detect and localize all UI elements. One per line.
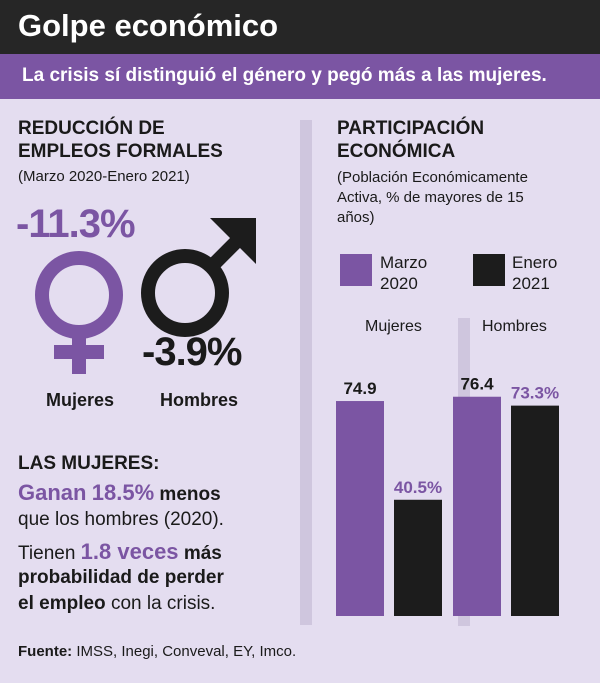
category-label-hombres: Hombres bbox=[482, 318, 547, 335]
participation-note-line2: Activa, % de mayores de 15 bbox=[337, 189, 524, 206]
employment-title-line2: EMPLEOS FORMALES bbox=[18, 141, 223, 162]
participation-note-line1: (Población Económicamente bbox=[337, 169, 528, 186]
legend-swatch-enero-2021 bbox=[473, 254, 505, 286]
source-note: Fuente: IMSS, Inegi, Conveval, EY, Imco. bbox=[18, 643, 297, 660]
page-subtitle: La crisis sí distinguió el género y pegó… bbox=[22, 65, 547, 86]
women-facts-heading: LAS MUJERES: bbox=[18, 453, 160, 474]
legend-label-marzo-2020: Marzo 2020 bbox=[380, 253, 428, 293]
data-label-hombres-series-1: 73.3% bbox=[511, 384, 559, 403]
fact-job-loss-line3: el empleo con la crisis. bbox=[18, 593, 216, 614]
women-reduction-value: -11.3% bbox=[16, 202, 136, 246]
employment-period: (Marzo 2020-Enero 2021) bbox=[18, 168, 190, 185]
header-bar: Golpe económico bbox=[0, 0, 600, 54]
fact-job-loss: Tienen 1.8 veces más bbox=[18, 539, 222, 565]
participation-bar-chart: 74.9 76.4 40.5% 73.3% bbox=[336, 375, 559, 616]
employment-title-line1: REDUCCIÓN DE bbox=[18, 118, 165, 139]
data-label-mujeres-series-1: 40.5% bbox=[394, 478, 442, 497]
subheader-bar: La crisis sí distinguió el género y pegó… bbox=[0, 54, 600, 99]
fact-wage-gap: Ganan 18.5% menos bbox=[18, 480, 221, 506]
data-label-hombres-series-0: 76.4 bbox=[460, 375, 494, 394]
fact-wage-gap-line2: que los hombres (2020). bbox=[18, 509, 224, 530]
bar-mujeres-series-1 bbox=[394, 499, 442, 616]
bar-mujeres-series-0 bbox=[336, 401, 384, 616]
participation-note-line3: años) bbox=[337, 209, 375, 226]
column-divider bbox=[300, 120, 312, 625]
category-label-mujeres: Mujeres bbox=[365, 318, 422, 335]
legend-label-enero-2021: Enero 2021 bbox=[512, 253, 558, 293]
women-label: Mujeres bbox=[46, 390, 115, 410]
female-symbol-icon bbox=[35, 251, 123, 374]
bar-hombres-series-1 bbox=[511, 405, 559, 616]
participation-title-line1: PARTICIPACIÓN bbox=[337, 118, 485, 139]
male-symbol-icon bbox=[141, 218, 256, 337]
legend-swatch-marzo-2020 bbox=[340, 254, 372, 286]
fact-job-loss-line2: probabilidad de perder bbox=[18, 567, 224, 588]
data-label-mujeres-series-0: 74.9 bbox=[343, 379, 376, 398]
men-reduction-value: -3.9% bbox=[142, 330, 242, 374]
participation-title-line2: ECONÓMICA bbox=[337, 141, 456, 162]
bar-hombres-series-0 bbox=[453, 396, 501, 616]
men-label: Hombres bbox=[160, 390, 239, 410]
page-title: Golpe económico bbox=[18, 8, 279, 43]
